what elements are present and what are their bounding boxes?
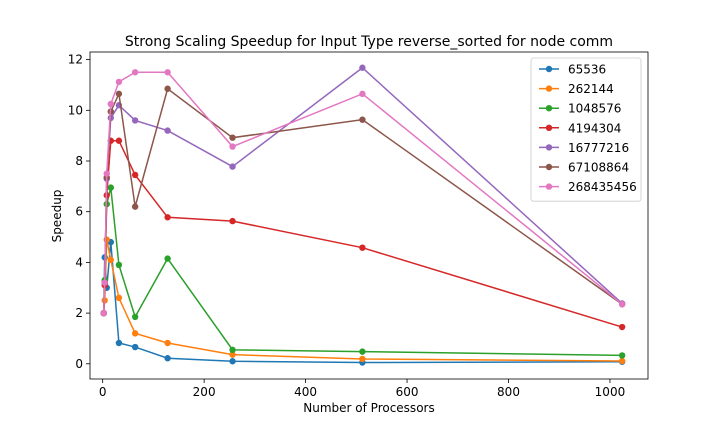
legend-item: 262144 — [539, 82, 614, 96]
data-point — [359, 355, 366, 363]
data-point — [101, 279, 108, 286]
x-tick-label: 600 — [396, 385, 419, 399]
data-point — [115, 339, 123, 347]
x-tick-label: 200 — [193, 385, 216, 399]
legend-frame — [530, 57, 642, 202]
chart-title: Strong Scaling Speedup for Input Type re… — [125, 34, 613, 50]
data-point — [359, 90, 366, 98]
legend-swatch-marker — [545, 124, 553, 131]
data-point — [229, 351, 236, 358]
data-point — [115, 137, 123, 144]
y-tick-label: 6 — [75, 205, 83, 219]
legend: 65536 262144 1048576 4194304 16777216 6710886… — [530, 57, 642, 202]
legend-item: 65536 — [539, 63, 606, 77]
y-axis: 0 2 4 6 8 10 12 — [68, 53, 90, 371]
data-point — [131, 343, 139, 351]
data-point — [164, 255, 171, 262]
data-point — [229, 143, 236, 150]
y-axis-label: Speedup — [50, 190, 64, 243]
y-tick-label: 0 — [75, 357, 83, 371]
x-tick-label: 400 — [294, 385, 317, 399]
legend-swatch-marker — [545, 163, 553, 171]
legend-item: 4194304 — [539, 121, 621, 135]
data-point — [115, 90, 123, 98]
series-line — [102, 71, 623, 314]
data-point — [164, 85, 171, 92]
data-point — [131, 313, 139, 321]
x-tick-label: 0 — [99, 385, 107, 399]
data-point — [359, 64, 366, 71]
legend-item: 1048576 — [539, 102, 621, 116]
data-point — [100, 309, 107, 317]
data-point — [618, 323, 626, 331]
x-axis: 0 200 400 600 800 1000 — [99, 379, 625, 399]
y-tick-label: 12 — [68, 53, 83, 67]
series-268435456 — [100, 69, 626, 317]
y-tick-label: 8 — [75, 154, 83, 168]
legend-label: 1048576 — [568, 102, 621, 116]
data-point — [115, 294, 123, 302]
legend-item: 16777216 — [539, 141, 629, 155]
data-point — [618, 357, 626, 365]
data-point — [359, 116, 366, 123]
x-tick-label: 800 — [497, 385, 520, 399]
legend-swatch-marker — [545, 85, 553, 92]
data-point — [229, 134, 236, 141]
data-point — [359, 348, 366, 355]
data-point — [131, 171, 139, 179]
data-point — [229, 358, 236, 365]
legend-item: 268435456 — [539, 180, 637, 194]
data-point — [115, 261, 123, 269]
data-point — [115, 78, 123, 86]
y-tick-label: 4 — [75, 255, 83, 269]
legend-swatch-marker — [545, 105, 553, 112]
x-axis-label: Number of Processors — [303, 401, 434, 415]
legend-label: 16777216 — [568, 141, 629, 155]
legend-swatch-marker — [545, 65, 553, 73]
legend-item: 67108864 — [539, 161, 629, 175]
data-point — [103, 236, 110, 243]
data-point — [164, 127, 171, 134]
legend-label: 268435456 — [568, 180, 637, 194]
data-point — [618, 352, 626, 359]
y-tick-label: 2 — [75, 306, 83, 320]
data-point — [107, 256, 114, 264]
data-point — [229, 346, 236, 354]
x-tick-label: 1000 — [595, 385, 626, 399]
plot-frame — [89, 51, 649, 380]
data-point — [131, 203, 139, 210]
data-point — [103, 170, 110, 177]
data-point — [164, 355, 171, 362]
legend-label: 65536 — [568, 63, 606, 77]
data-point — [229, 163, 236, 170]
y-tick-label: 10 — [68, 103, 83, 117]
plot-area — [100, 64, 626, 366]
legend-label: 262144 — [568, 82, 614, 96]
data-point — [131, 69, 139, 76]
data-point — [229, 217, 236, 225]
data-point — [107, 184, 114, 191]
data-point — [164, 214, 171, 221]
data-point — [359, 244, 366, 251]
legend-label: 67108864 — [568, 161, 629, 175]
data-point — [164, 69, 171, 76]
data-point — [131, 330, 139, 337]
legend-swatch-marker — [545, 183, 553, 190]
legend-label: 4194304 — [568, 121, 621, 135]
data-point — [131, 117, 139, 124]
data-point — [618, 301, 626, 308]
data-point — [107, 100, 114, 108]
legend-swatch-marker — [545, 144, 553, 151]
data-point — [164, 339, 171, 347]
